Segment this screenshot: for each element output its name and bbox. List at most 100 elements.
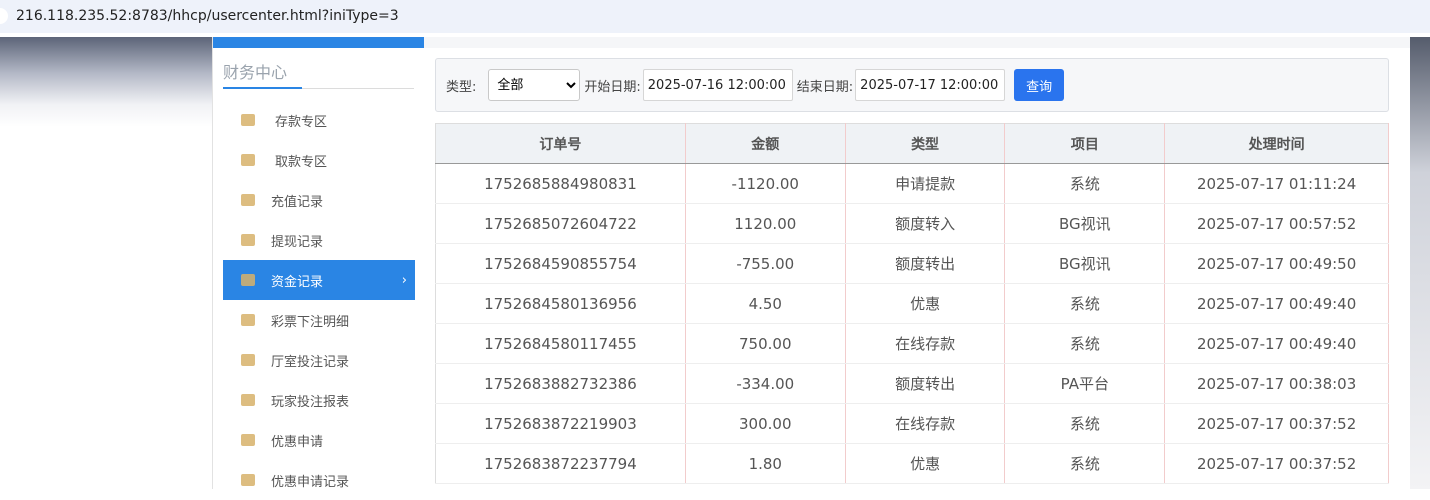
- table-cell: BG视讯: [1004, 243, 1166, 284]
- table-cell: 1752685072604722: [435, 203, 686, 244]
- sidebar-item-9[interactable]: 优惠申请: [223, 420, 415, 460]
- gift-icon: [241, 434, 255, 446]
- end-date-input[interactable]: [855, 69, 1006, 101]
- table-cell: 300.00: [685, 403, 846, 444]
- table-cell: 申请提款: [845, 163, 1006, 204]
- column-header: 订单号: [435, 123, 686, 164]
- table-cell: 2025-07-17 00:49:40: [1164, 283, 1389, 324]
- table-cell: 2025-07-17 00:37:52: [1164, 443, 1389, 484]
- table-cell: 2025-07-17 00:49:50: [1164, 243, 1389, 284]
- table-cell: 2025-07-17 00:49:40: [1164, 323, 1389, 364]
- table-row: 1752684590855754 -755.00 额度转出 BG视讯 2025-07-1…: [435, 243, 1389, 284]
- sidebar-item-label: 优惠申请记录: [271, 474, 350, 490]
- title-underline: [223, 87, 414, 89]
- sidebar-item-8[interactable]: 玩家投注报表: [223, 380, 415, 420]
- site-info-icon[interactable]: [0, 8, 8, 24]
- withdraw-hand-icon: [241, 154, 255, 166]
- table-cell: -755.00: [685, 243, 846, 284]
- chart-icon: [241, 394, 255, 406]
- column-header: 项目: [1004, 123, 1166, 164]
- table-cell: 在线存款: [845, 403, 1006, 444]
- sidebar-item-label: 资金记录: [271, 274, 324, 290]
- table-cell: 2025-07-17 00:37:52: [1164, 403, 1389, 444]
- table-cell: 1752685884980831: [435, 163, 686, 204]
- address-bar[interactable]: 216.118.235.52:8783/hhcp/usercenter.html…: [0, 0, 1430, 33]
- table-cell: 2025-07-17 00:57:52: [1164, 203, 1389, 244]
- table-row: 1752685072604722 1120.00 额度转入 BG视讯 2025-07-1…: [435, 203, 1389, 244]
- end-date-label: 结束日期:: [796, 79, 854, 95]
- table-row: 1752683872219903 300.00 在线存款 系统 2025-07-17 0…: [435, 403, 1389, 444]
- table-cell: PA平台: [1004, 363, 1166, 404]
- query-button[interactable]: 查询: [1014, 69, 1065, 101]
- start-date-input[interactable]: [642, 69, 793, 101]
- sidebar-item-label: 优惠申请: [271, 434, 324, 450]
- sidebar-item-4[interactable]: 提现记录: [223, 220, 415, 260]
- sidebar-item-6[interactable]: 彩票下注明细: [223, 300, 415, 340]
- sidebar-title: 财务中心: [223, 63, 288, 82]
- table-cell: 4.50: [685, 283, 846, 324]
- sidebar-item-label: 取款专区: [275, 154, 328, 170]
- table-cell: 1752684580117455: [435, 323, 686, 364]
- sidebar-item-label: 充值记录: [271, 194, 324, 210]
- sidebar: 财务中心 存款专区取款专区充值记录提现记录资金记录 › 彩票下注明细 厅室投注记录 玩家…: [212, 37, 424, 490]
- table-row: 1752683882732386 -334.00 额度转出 PA平台 2025-07-1…: [435, 363, 1389, 404]
- sidebar-item-label: 厅室投注记录: [271, 354, 350, 370]
- table-cell: 额度转入: [845, 203, 1006, 244]
- table-cell: 1752683882732386: [435, 363, 686, 404]
- sidebar-item-1[interactable]: 存款专区: [223, 100, 415, 140]
- table-row: 1752684580136956 4.50 优惠 系统 2025-07-17 00:49…: [435, 283, 1389, 324]
- sidebar-item-5[interactable]: 资金记录 ›: [223, 260, 415, 300]
- table-cell: 750.00: [685, 323, 846, 364]
- table-cell: 额度转出: [845, 363, 1006, 404]
- list-bullets-icon: [241, 474, 255, 486]
- table-cell: 系统: [1004, 323, 1166, 364]
- filter-bar: 类型: 全部 开始日期: 结束日期: 查询: [435, 58, 1389, 112]
- funds-icon: [241, 274, 255, 286]
- column-header: 处理时间: [1164, 123, 1389, 164]
- table-row: 1752684580117455 750.00 在线存款 系统 2025-07-17 0…: [435, 323, 1389, 364]
- table-cell: 1752684590855754: [435, 243, 686, 284]
- table-cell: 1.80: [685, 443, 846, 484]
- table-cell: 在线存款: [845, 323, 1006, 364]
- sidebar-item-label: 存款专区: [275, 114, 328, 130]
- table-cell: -334.00: [685, 363, 846, 404]
- right-background: [1410, 37, 1430, 489]
- table-row: 1752683872237794 1.80 优惠 系统 2025-07-17 00:37…: [435, 443, 1389, 484]
- sidebar-item-2[interactable]: 取款专区: [223, 140, 415, 180]
- money-bag-icon: [241, 194, 255, 206]
- table-cell: 优惠: [845, 443, 1006, 484]
- table-cell: 2025-07-17 01:11:24: [1164, 163, 1389, 204]
- sidebar-top-strip: [213, 37, 424, 48]
- sidebar-item-label: 玩家投注报表: [271, 394, 350, 410]
- table-cell: -1120.00: [685, 163, 846, 204]
- sidebar-item-label: 提现记录: [271, 234, 324, 250]
- start-date-label: 开始日期:: [584, 79, 641, 95]
- table-cell: 系统: [1004, 283, 1166, 324]
- type-label: 类型:: [446, 79, 477, 95]
- url-text: 216.118.235.52:8783/hhcp/usercenter.html…: [16, 8, 399, 24]
- sidebar-item-label: 彩票下注明细: [271, 314, 350, 330]
- table-cell: 1120.00: [685, 203, 846, 244]
- funds-table: 订单号 金额 类型 项目 处理时间 1752685884980831 -1120.00 申请…: [435, 123, 1389, 484]
- list-icon: [241, 314, 255, 326]
- table-cell: 1752683872237794: [435, 443, 686, 484]
- table-cell: 系统: [1004, 163, 1166, 204]
- table-cell: 系统: [1004, 403, 1166, 444]
- deposit-card-icon: [241, 114, 255, 126]
- table-cell: 1752683872219903: [435, 403, 686, 444]
- sidebar-item-7[interactable]: 厅室投注记录: [223, 340, 415, 380]
- sidebar-item-10[interactable]: 优惠申请记录: [223, 460, 415, 500]
- list-bullets-icon: [241, 354, 255, 366]
- table-cell: 2025-07-17 00:38:03: [1164, 363, 1389, 404]
- table-cell: BG视讯: [1004, 203, 1166, 244]
- table-cell: 系统: [1004, 443, 1166, 484]
- table-cell: 额度转出: [845, 243, 1006, 284]
- wallet-icon: [241, 234, 255, 246]
- chevron-right-icon: ›: [401, 272, 407, 288]
- table-row: 1752685884980831 -1120.00 申请提款 系统 2025-07-17…: [435, 163, 1389, 204]
- table-cell: 1752684580136956: [435, 283, 686, 324]
- type-select[interactable]: 全部: [488, 69, 581, 101]
- column-header: 类型: [845, 123, 1006, 164]
- sidebar-item-3[interactable]: 充值记录: [223, 180, 415, 220]
